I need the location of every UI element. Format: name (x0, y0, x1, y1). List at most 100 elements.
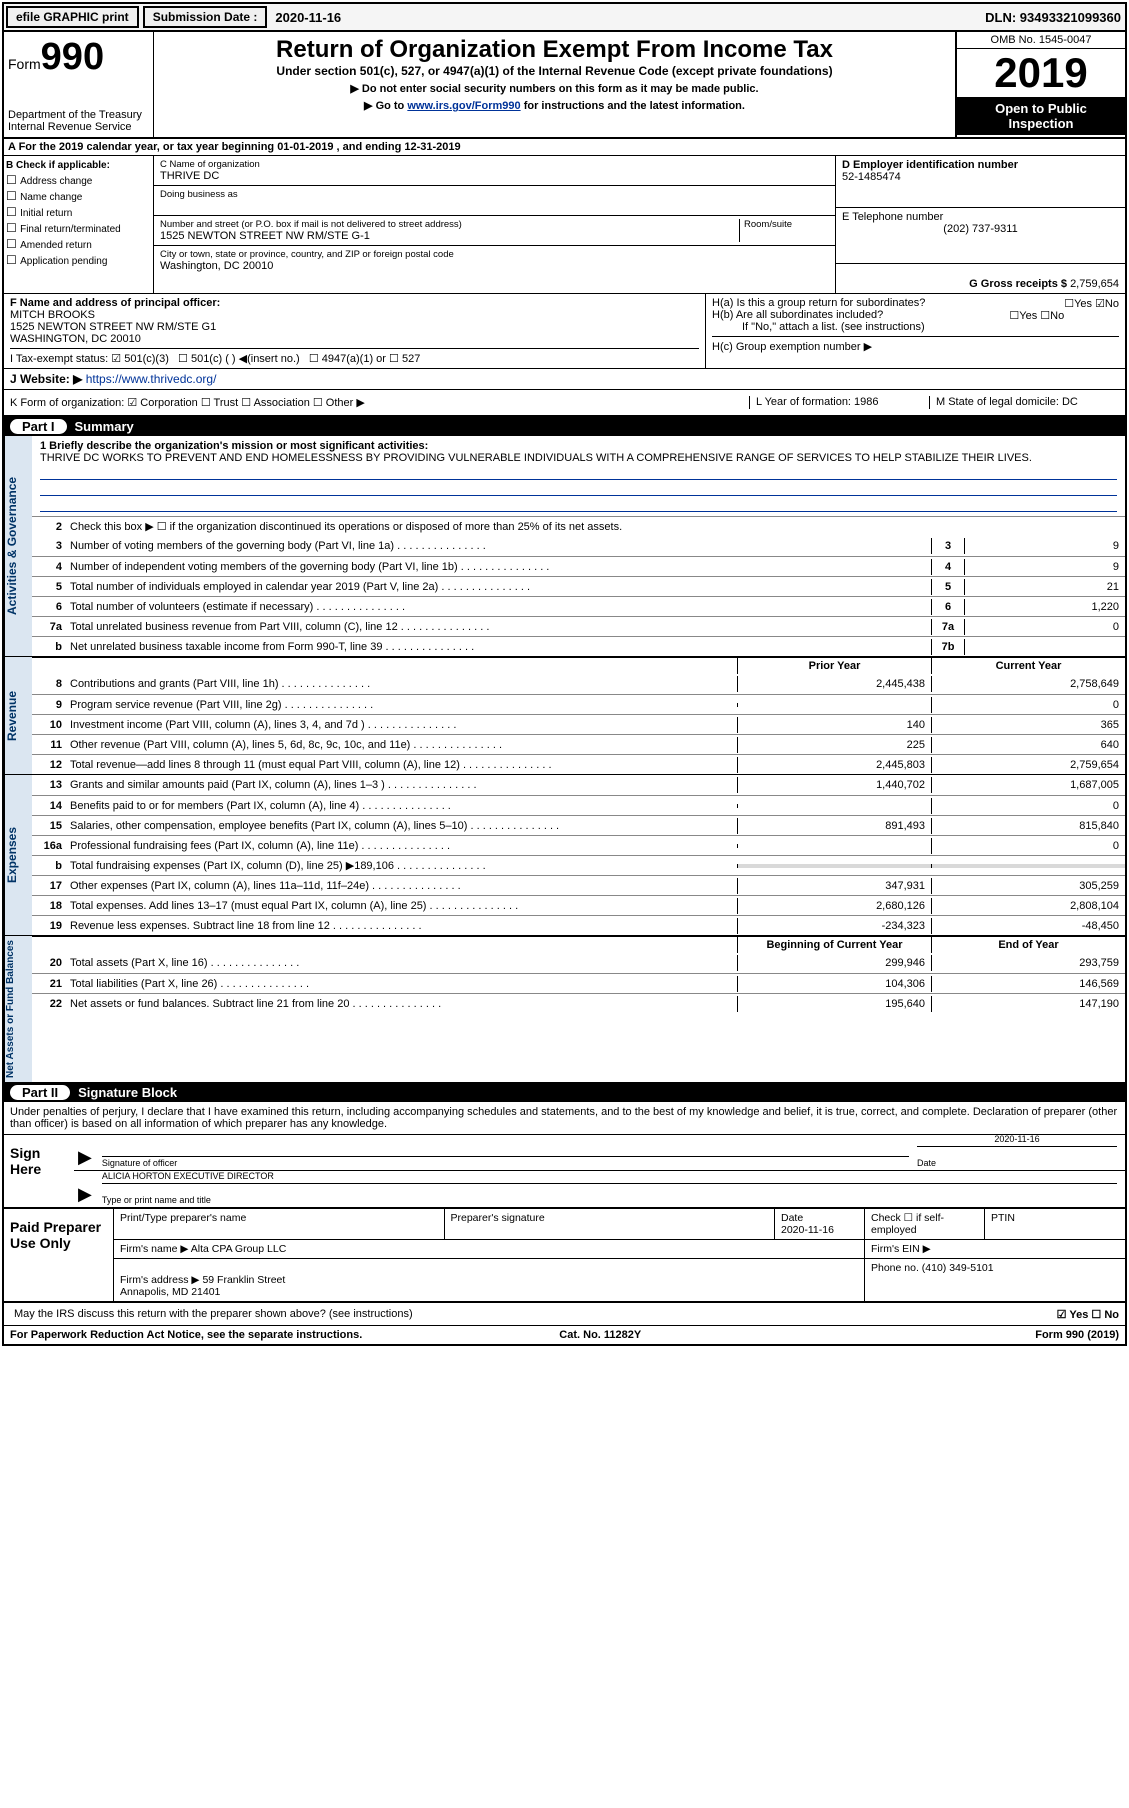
revenue-block: Revenue Prior Year Current Year 8 Contri… (4, 657, 1125, 775)
paid-preparer-grid: Paid Preparer Use Only Print/Type prepar… (4, 1209, 1125, 1303)
col-b-title: B Check if applicable: (6, 160, 151, 171)
expenses-block: Expenses 13 Grants and similar amounts p… (4, 775, 1125, 936)
h-c: H(c) Group exemption number ▶ (712, 336, 1119, 353)
activities-governance-block: Activities & Governance 1 Briefly descri… (4, 436, 1125, 657)
tax-exempt-label: I Tax-exempt status: (10, 353, 108, 365)
tel-box: E Telephone number (202) 737-9311 (836, 208, 1125, 264)
dln: DLN: 93493321099360 (985, 10, 1125, 25)
line-2: 2 Check this box ▶ ☐ if the organization… (32, 516, 1125, 536)
gross-value: 2,759,654 (1070, 278, 1119, 290)
officer-sig-line: Signature of officer (102, 1156, 909, 1168)
table-row: 8 Contributions and grants (Part VIII, l… (32, 674, 1125, 694)
firm-name-row: Firm's name ▶ Alta CPA Group LLC (114, 1240, 865, 1259)
line-2-desc: Check this box ▶ ☐ if the organization d… (66, 518, 1125, 535)
row-j: J Website: ▶ https://www.thrivedc.org/ (4, 369, 1125, 390)
city-label: City or town, state or province, country… (160, 249, 829, 260)
chk-initial-return[interactable]: Initial return (6, 205, 151, 219)
tax-year: 2019 (957, 49, 1125, 97)
table-row: 15 Salaries, other compensation, employe… (32, 815, 1125, 835)
table-row: 21 Total liabilities (Part X, line 26) 1… (32, 973, 1125, 993)
h-a: H(a) Is this a group return for subordin… (712, 297, 1119, 309)
sig-officer-row: ▶ Signature of officer 2020-11-16 Date (74, 1135, 1125, 1171)
table-row: 3 Number of voting members of the govern… (32, 536, 1125, 556)
current-year-hdr: Current Year (931, 658, 1125, 674)
col-h: H(a) Is this a group return for subordin… (705, 294, 1125, 368)
typed-name-line: ALICIA HORTON EXECUTIVE DIRECTOR Type or… (102, 1183, 1117, 1205)
arrow-icon: ▶ (78, 1184, 92, 1205)
irs-link[interactable]: www.irs.gov/Form990 (407, 100, 520, 112)
4947: 4947(a)(1) or (322, 353, 386, 365)
gross-label: G Gross receipts $ (969, 278, 1067, 290)
table-row: 11 Other revenue (Part VIII, column (A),… (32, 734, 1125, 754)
dba-label: Doing business as (160, 189, 829, 200)
preparer-name-lbl: Print/Type preparer's name (114, 1209, 445, 1240)
end-year-hdr: End of Year (931, 937, 1125, 953)
table-row: 9 Program service revenue (Part VIII, li… (32, 694, 1125, 714)
state-domicile: M State of legal domicile: DC (929, 396, 1119, 409)
dba-box: Doing business as (154, 186, 835, 216)
table-row: 4 Number of independent voting members o… (32, 556, 1125, 576)
table-row: b Total fundraising expenses (Part IX, c… (32, 855, 1125, 875)
gross-box: G Gross receipts $ 2,759,654 (836, 264, 1125, 293)
chk-address-change[interactable]: Address change (6, 173, 151, 187)
chk-amended[interactable]: Amended return (6, 237, 151, 251)
527: 527 (402, 353, 420, 365)
sign-here-grid: Sign Here ▶ Signature of officer 2020-11… (4, 1135, 1125, 1209)
table-row: 13 Grants and similar amounts paid (Part… (32, 775, 1125, 795)
street-address: 1525 NEWTON STREET NW RM/STE G-1 (160, 230, 739, 242)
footer-left: For Paperwork Reduction Act Notice, see … (10, 1329, 362, 1341)
officer-label: F Name and address of principal officer: (10, 297, 699, 309)
org-name: THRIVE DC (160, 170, 829, 182)
table-row: 6 Total number of volunteers (estimate i… (32, 596, 1125, 616)
footer-right: Form 990 (2019) (1035, 1329, 1119, 1341)
arrow-icon: ▶ (78, 1147, 92, 1168)
row-k-l-m: K Form of organization: ☑ Corporation ☐ … (4, 390, 1125, 417)
h-b: H(b) Are all subordinates included? ☐Yes… (712, 309, 1119, 321)
room-label: Room/suite (744, 219, 829, 230)
may-discuss-row: May the IRS discuss this return with the… (4, 1303, 1125, 1326)
sign-here-label: Sign Here (4, 1135, 74, 1207)
year-formation: L Year of formation: 1986 (749, 396, 929, 409)
table-row: 7a Total unrelated business revenue from… (32, 616, 1125, 636)
tel-value: (202) 737-9311 (842, 223, 1119, 235)
row-a-tax-year: A For the 2019 calendar year, or tax yea… (4, 139, 1125, 156)
org-name-label: C Name of organization (160, 159, 829, 170)
col-c: C Name of organization THRIVE DC Doing b… (154, 156, 835, 293)
chk-pending[interactable]: Application pending (6, 253, 151, 267)
officer-name: MITCH BROOKS (10, 309, 699, 321)
table-row: 19 Revenue less expenses. Subtract line … (32, 915, 1125, 935)
website-link[interactable]: https://www.thrivedc.org/ (86, 372, 217, 386)
chk-name-change[interactable]: Name change (6, 189, 151, 203)
ein-box: D Employer identification number 52-1485… (836, 156, 1125, 208)
na-content: Beginning of Current Year End of Year 20… (32, 936, 1125, 1082)
mission-section: 1 Briefly describe the organization's mi… (32, 436, 1125, 516)
table-row: 17 Other expenses (Part IX, column (A), … (32, 875, 1125, 895)
begin-year-hdr: Beginning of Current Year (737, 937, 931, 953)
org-name-box: C Name of organization THRIVE DC (154, 156, 835, 186)
col-d: D Employer identification number 52-1485… (835, 156, 1125, 293)
table-row: b Net unrelated business taxable income … (32, 636, 1125, 656)
part-2-pill: Part II (10, 1085, 70, 1100)
table-row: 16a Professional fundraising fees (Part … (32, 835, 1125, 855)
preparer-date: Date2020-11-16 (775, 1209, 865, 1240)
info-grid: B Check if applicable: Address change Na… (4, 156, 1125, 294)
officer-addr1: 1525 NEWTON STREET NW RM/STE G1 (10, 321, 699, 333)
addr-box: Number and street (or P.O. box if mail i… (154, 216, 835, 246)
efile-print-btn[interactable]: efile GRAPHIC print (6, 6, 139, 28)
table-row: 20 Total assets (Part X, line 16) 299,94… (32, 953, 1125, 973)
na-col-hdr: Beginning of Current Year End of Year (32, 936, 1125, 953)
department: Department of the Treasury Internal Reve… (8, 109, 149, 133)
sig-date: 2020-11-16 (917, 1134, 1117, 1144)
declaration: Under penalties of perjury, I declare th… (4, 1102, 1125, 1135)
col-b-checkboxes: B Check if applicable: Address change Na… (4, 156, 154, 293)
form-title: Return of Organization Exempt From Incom… (158, 36, 951, 64)
vtab-revenue: Revenue (4, 657, 32, 774)
firm-ein: Firm's EIN ▶ (865, 1240, 1125, 1259)
501c3: 501(c)(3) (124, 353, 169, 365)
part-2-header: Part II Signature Block (4, 1083, 1125, 1102)
submission-date: 2020-11-16 (269, 10, 347, 25)
part-1-title: Summary (75, 419, 134, 434)
chk-final-return[interactable]: Final return/terminated (6, 221, 151, 235)
part-1-header: Part I Summary (4, 417, 1125, 436)
table-row: 5 Total number of individuals employed i… (32, 576, 1125, 596)
